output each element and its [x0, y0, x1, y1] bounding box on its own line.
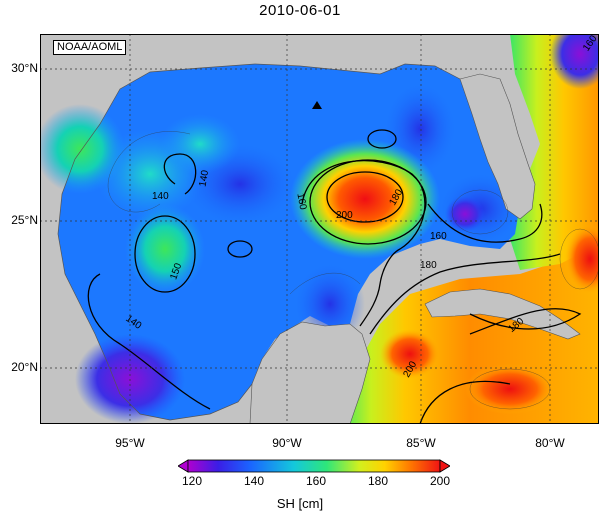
- lat-label-20n: 20°N: [11, 360, 38, 374]
- colorbar-tick: 140: [243, 474, 265, 488]
- contour-label: 200: [336, 210, 353, 221]
- lat-label-25n: 25°N: [11, 213, 38, 227]
- colorbar: [178, 459, 450, 473]
- station-marker: [312, 101, 322, 109]
- lat-label-30n: 30°N: [11, 61, 38, 75]
- grid-lines: [40, 34, 599, 424]
- cuba-land: [424, 288, 581, 340]
- lon-label-85w: 85°W: [406, 436, 436, 450]
- colorbar-tick: 180: [367, 474, 389, 488]
- map-frame: [40, 34, 599, 424]
- florida-land: [459, 73, 536, 220]
- contour-label: 140: [152, 191, 169, 202]
- gulf-coastline: [57, 63, 461, 421]
- contour-label: 180: [420, 260, 437, 271]
- map-panel: NOAA/AOML 140 140 150 160 160 180 180 20…: [40, 34, 600, 424]
- lon-label-90w: 90°W: [272, 436, 302, 450]
- lon-label-95w: 95°W: [115, 436, 145, 450]
- sea-height-map: [40, 34, 599, 424]
- map-title: 2010-06-01: [259, 2, 341, 19]
- colorbar-title: SH [cm]: [276, 496, 324, 511]
- colorbar-tick: 160: [305, 474, 327, 488]
- lon-label-80w: 80°W: [535, 436, 565, 450]
- colorbar-tick: 200: [429, 474, 451, 488]
- colorbar-tick: 120: [181, 474, 203, 488]
- yucatan-land: [249, 321, 371, 424]
- contour-lines: [87, 129, 582, 424]
- credit-label: NOAA/AOML: [53, 40, 127, 55]
- contour-label: 160: [430, 231, 447, 242]
- atlantic-water: [510, 34, 599, 270]
